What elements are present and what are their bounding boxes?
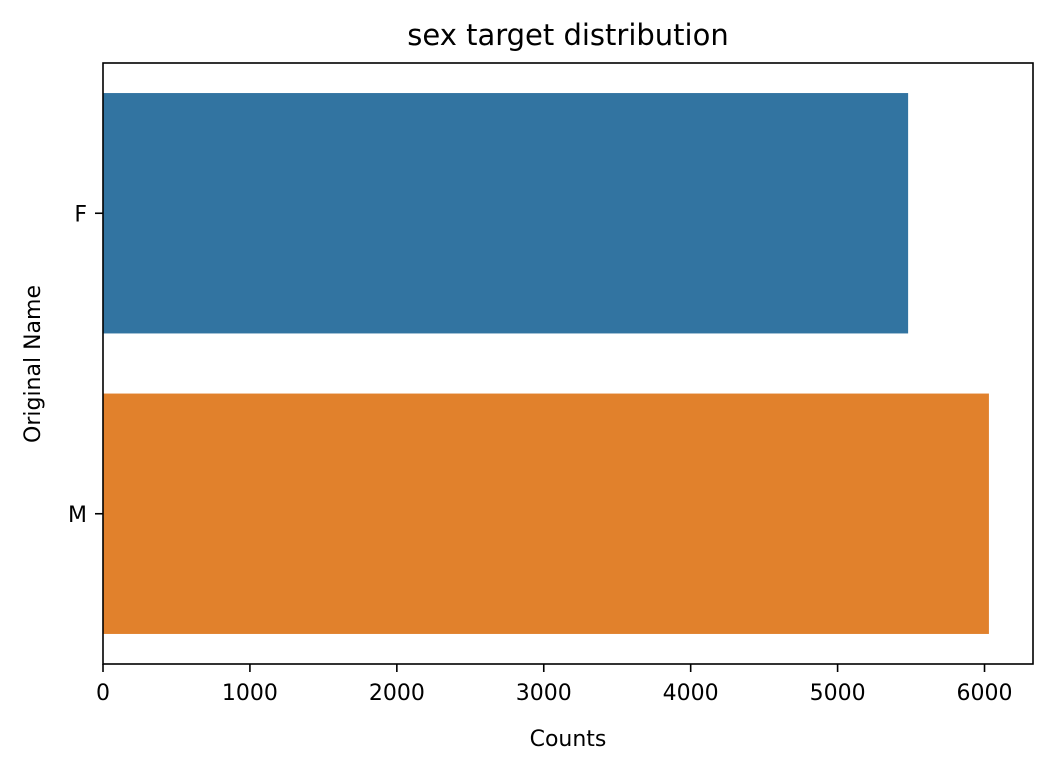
x-tick-label-0: 0 <box>96 681 110 706</box>
x-axis-ticks: 0 1000 2000 3000 4000 5000 6000 <box>96 664 1013 706</box>
x-tick-label-1000: 1000 <box>222 681 278 706</box>
plot-frame <box>102 62 1034 665</box>
x-tick-label-5000: 5000 <box>810 681 866 706</box>
y-tick-label-m: M <box>68 503 87 528</box>
x-axis-label: Counts <box>530 727 607 752</box>
bars-layer <box>103 93 989 634</box>
y-axis-label: Original Name <box>21 285 46 443</box>
bar-f <box>103 93 909 334</box>
y-axis-ticks: FM <box>68 202 103 528</box>
bar-m <box>103 393 989 634</box>
x-tick-label-2000: 2000 <box>369 681 425 706</box>
x-tick-label-6000: 6000 <box>957 681 1013 706</box>
x-tick-label-4000: 4000 <box>663 681 719 706</box>
chart-title: sex target distribution <box>407 18 728 52</box>
x-tick-label-3000: 3000 <box>516 681 572 706</box>
y-tick-label-f: F <box>74 202 87 227</box>
